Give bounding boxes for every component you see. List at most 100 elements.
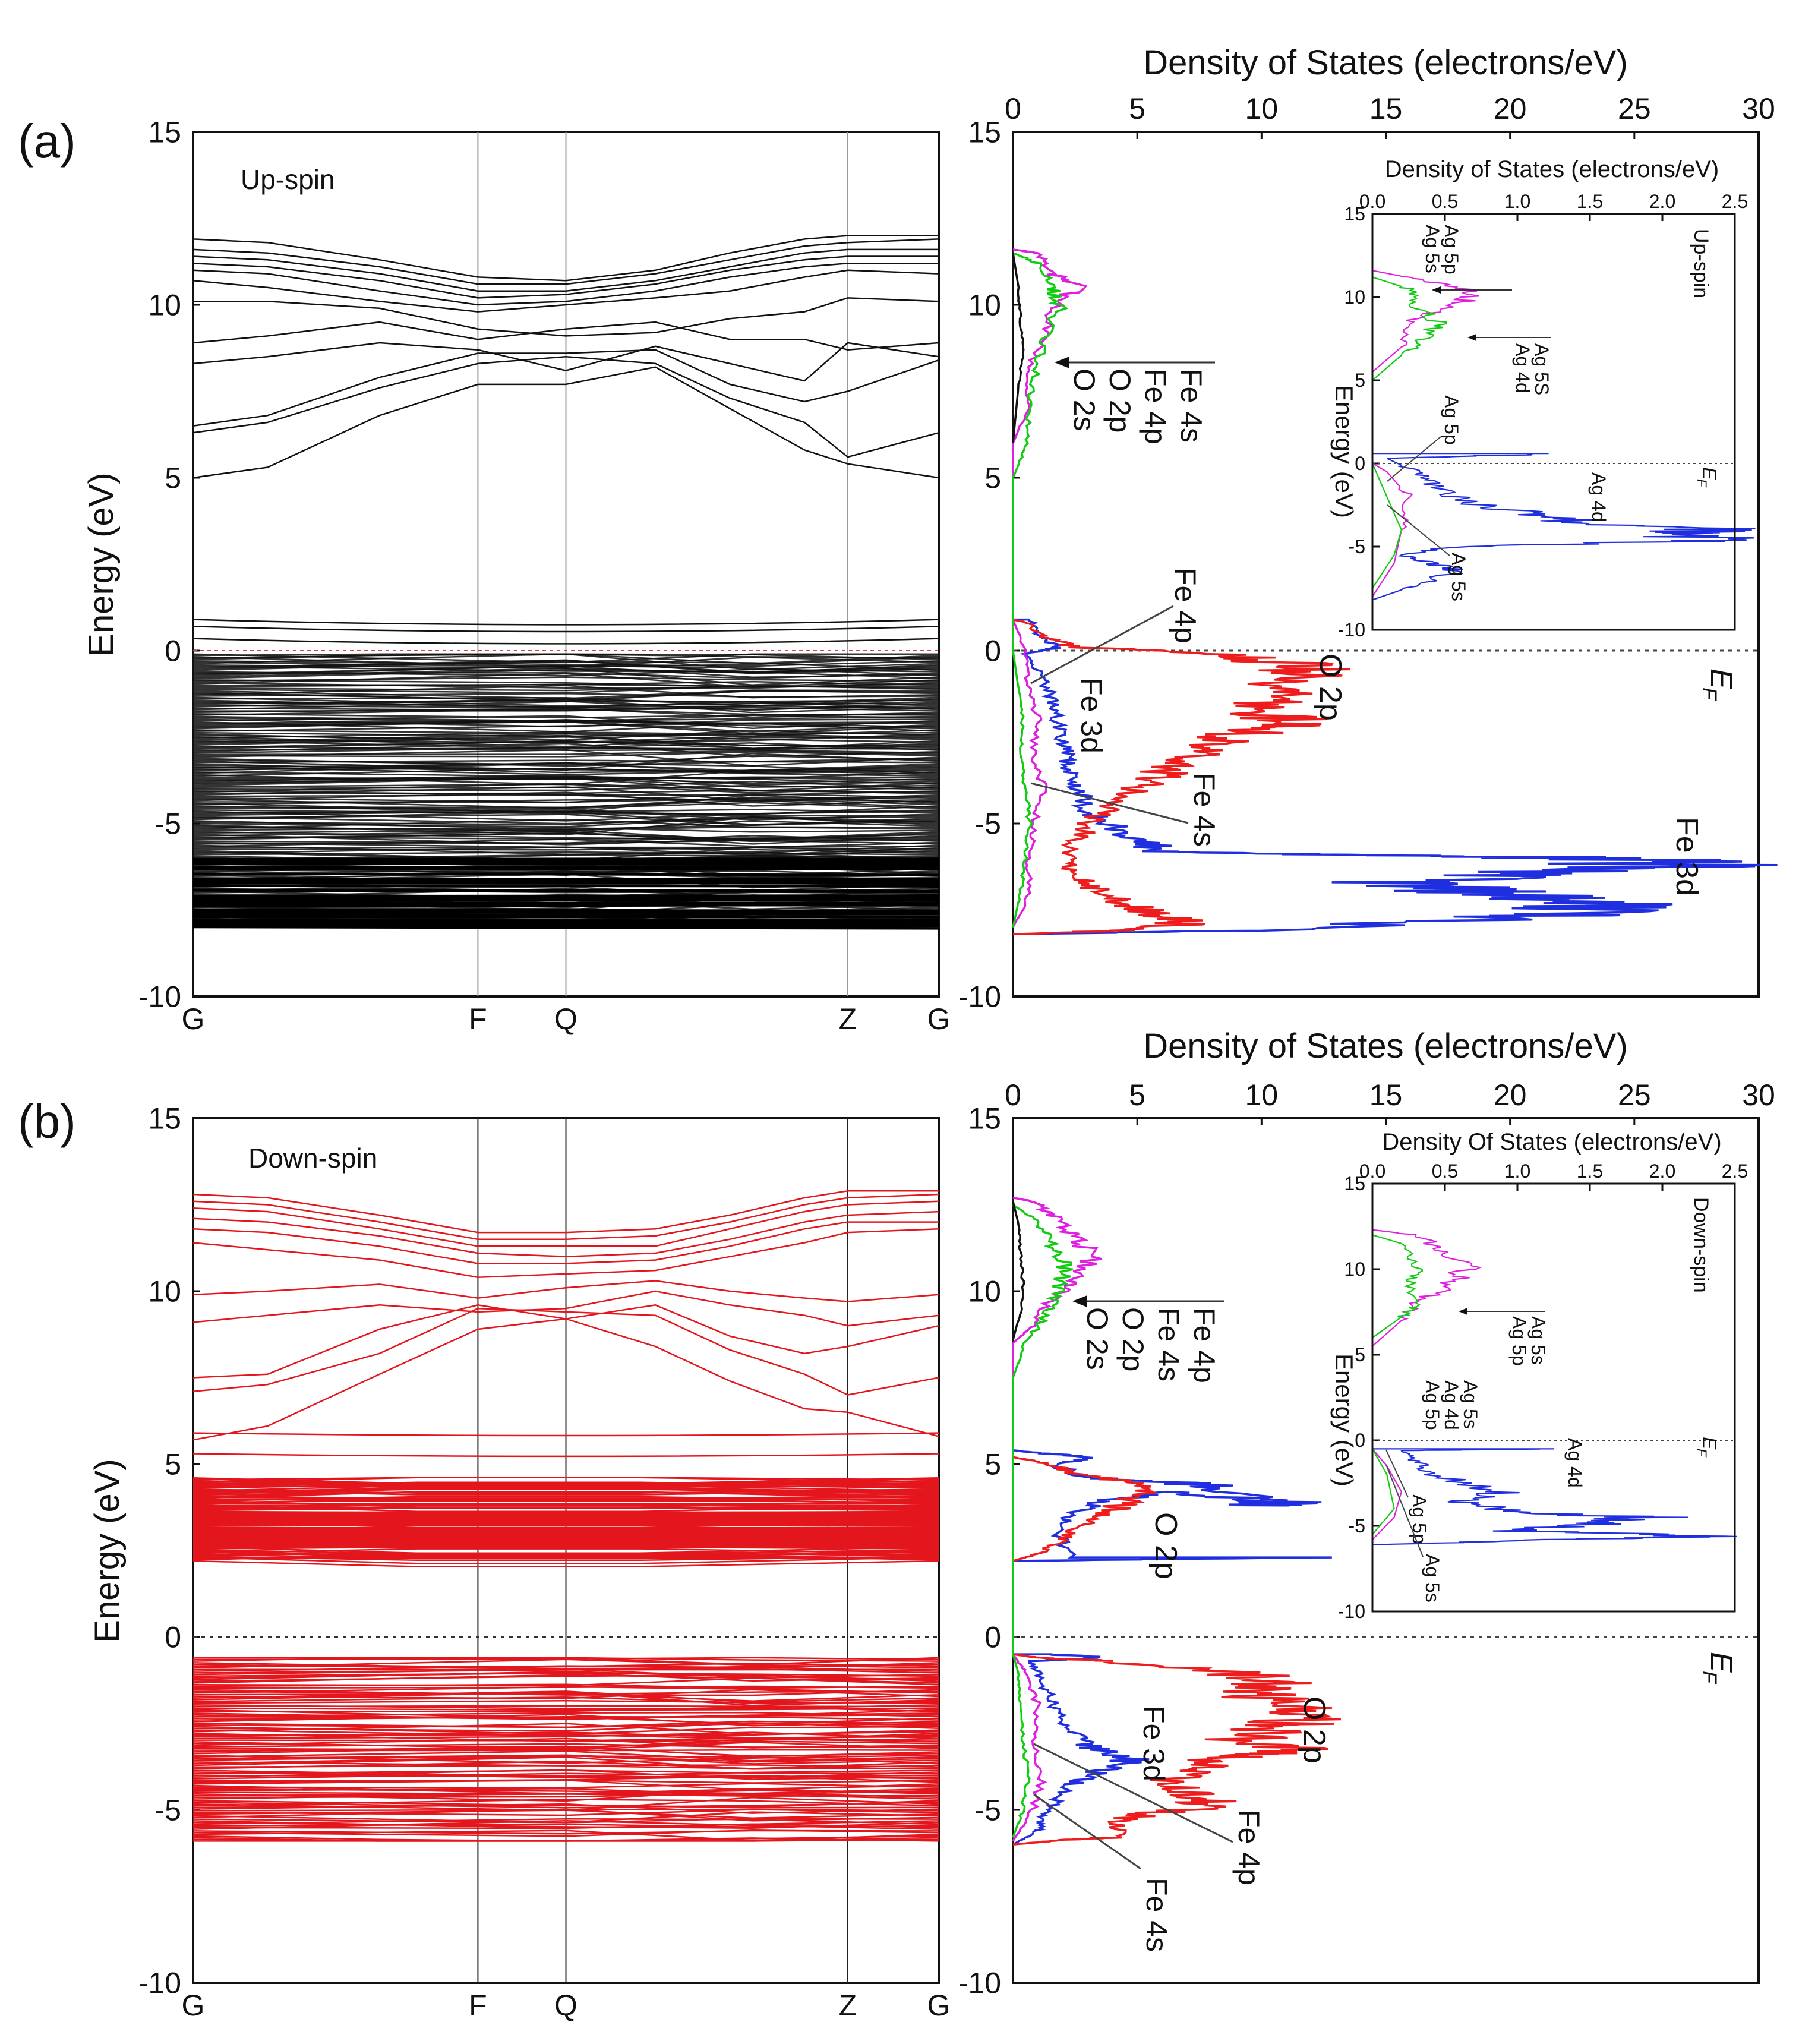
inset-up-xtick-label-2: 1.0 <box>1504 191 1530 212</box>
inset-up-xtick-label-1: 0.5 <box>1432 191 1458 212</box>
inset-down-ylabel: Energy (eV) <box>1330 1354 1358 1487</box>
svg-text:E: E <box>1699 1437 1720 1450</box>
inset-down-series-ag-4d <box>1372 1448 1737 1545</box>
dos-up-ann-2: O 2p <box>1103 368 1137 433</box>
band-up-band-8 <box>192 256 939 299</box>
dos-down-ann-2: O 2p <box>1116 1307 1150 1371</box>
band-down-valence-band <box>192 1670 939 1680</box>
band-up-valence-band <box>192 749 939 766</box>
band-up-valence-band <box>192 729 939 741</box>
inset-down-xtick-label-5: 2.5 <box>1722 1160 1748 1182</box>
inset-down-xtick-label-4: 2.0 <box>1649 1160 1675 1182</box>
dos-up-ann-1: Fe 4p <box>1139 368 1172 444</box>
band-up-kpoint-label-3: Z <box>839 1002 857 1036</box>
inset-down-ann-7: Ag 5s <box>1422 1554 1443 1603</box>
inset-down-ann-4: Ag 5p <box>1422 1380 1443 1430</box>
band-down-kpoint-label-2: Q <box>554 1989 577 2022</box>
band-up-valence-band-heavy <box>192 926 939 930</box>
dos-up-ytick-label-2: 0 <box>984 635 1001 668</box>
inset-down-frame <box>1371 1182 1736 1613</box>
svg-text:E: E <box>1704 1652 1738 1673</box>
band-up-valence-band <box>192 870 939 882</box>
band-down-ytick-label-4: 10 <box>148 1275 181 1308</box>
band-up-valence-band <box>192 775 939 786</box>
inset-down-xtick-label-3: 1.5 <box>1577 1160 1603 1182</box>
band-up-valence-band <box>192 668 939 680</box>
inset-up-ann-5: Ag 4d <box>1588 472 1609 522</box>
dos-down-series-fe-4s <box>1012 1204 1074 1838</box>
band-down-valence-band <box>192 1772 939 1780</box>
band-down-valence-band <box>192 1690 939 1703</box>
band-down-band-8 <box>192 1200 939 1247</box>
svg-text:F: F <box>1698 1671 1721 1685</box>
band-down-band-0 <box>192 1318 939 1441</box>
band-up-valence-band <box>192 789 939 795</box>
band-up-band-5 <box>193 297 939 337</box>
band-down-conduction-band <box>192 1500 939 1503</box>
band-down-valence-band <box>192 1686 939 1694</box>
inset-down-plot: -10 -5 0 5 10 150.0 0.5 1.0 1.5 2.0 2.5 <box>1338 1160 1748 1622</box>
band-up-valence-band <box>192 733 939 743</box>
inset-up-ytick-label-2: 0 <box>1355 453 1365 474</box>
dos-up-ann-7: Fe 4s <box>1188 772 1221 847</box>
panel-label-a: (a) <box>18 115 76 168</box>
band-up-ylabel: Energy (eV) <box>82 472 121 656</box>
band-up-band-6 <box>192 269 939 313</box>
band-down-valence-band <box>192 1803 939 1814</box>
band-up-valence-band <box>192 746 939 754</box>
band-down-valence-band <box>192 1799 939 1807</box>
band-up-valence-band <box>192 665 939 677</box>
dos-up-xtick-label-4: 20 <box>1494 92 1527 125</box>
dos-down-ann-0: Fe 4p <box>1188 1307 1221 1383</box>
inset-up-series-ag-4d <box>1372 453 1756 601</box>
band-down-conduction-band <box>192 1504 939 1507</box>
dos-down-xtick-label-3: 15 <box>1369 1078 1403 1112</box>
dos-up-ytick-label-0: -10 <box>958 980 1001 1014</box>
band-down-conduction-band <box>192 1553 939 1560</box>
band-down-band-2 <box>192 1304 939 1379</box>
dos-down-ann-5: O 2p <box>1297 1696 1331 1764</box>
band-up-valence-band <box>192 838 939 848</box>
band-up-valence-band <box>192 815 939 826</box>
band-down-conduction-band <box>192 1556 939 1564</box>
inset-down-xtick-label-0: 0.0 <box>1359 1160 1385 1182</box>
dos-down-ann-7: Fe 4p <box>1232 1809 1265 1885</box>
inset-down-ytick-label-0: -10 <box>1338 1601 1365 1622</box>
dos-up-ytick-label-1: -5 <box>975 807 1001 841</box>
inset-up-xtick-label-0: 0.0 <box>1359 191 1385 212</box>
dos-down-series-o-2p <box>1012 1456 1341 1846</box>
band-down-kpoint-label-0: G <box>182 1989 205 2022</box>
band-up-top-band-0 <box>192 619 939 626</box>
dos-down-xlabel: Density of States (electrons/eV) <box>1143 1027 1628 1065</box>
band-up-valence-band <box>192 719 939 730</box>
svg-text:F: F <box>1694 1449 1709 1458</box>
inset-down-ytick-label-4: 10 <box>1344 1258 1365 1280</box>
band-up-valence-band-heavy <box>192 910 939 914</box>
dos-down-ytick-label-3: 5 <box>984 1448 1001 1481</box>
dos-down-ytick-label-0: -10 <box>958 1967 1001 2000</box>
band-up-valence-band-heavy <box>192 859 939 863</box>
band-down-band-1 <box>192 1307 939 1396</box>
dos-down-ann-3: O 2s <box>1081 1307 1114 1370</box>
dos-up-series-o-2s <box>1012 253 1025 443</box>
dos-down-ann-1: Fe 4s <box>1152 1307 1185 1381</box>
band-up-valence-band <box>192 742 939 758</box>
inset-down-annotations: Ag 5s Ag 5p Ag 5s Ag 4d Ag 5p Ag 4d Ag 5… <box>1385 1308 1586 1603</box>
dos-down-xtick-label-1: 5 <box>1129 1078 1145 1112</box>
svg-text:E: E <box>1704 668 1738 690</box>
band-up-valence-band <box>192 767 939 777</box>
band-down-valence-band <box>192 1677 939 1686</box>
svg-text:E: E <box>1699 467 1720 480</box>
band-up-valence-band-heavy <box>192 872 939 876</box>
band-down-valence-band <box>192 1731 939 1739</box>
inset-up-ann-3: Ag 4d <box>1512 343 1533 393</box>
band-down-valence-band <box>192 1668 939 1674</box>
dos-up-ann-8: Fe 3d <box>1669 817 1704 896</box>
band-down-flat-band-1 <box>192 1432 939 1437</box>
inset-down-ytick-label-3: 5 <box>1355 1344 1365 1365</box>
band-down-valence-band <box>192 1760 939 1769</box>
band-up-kpoint-label-2: Q <box>554 1002 577 1036</box>
